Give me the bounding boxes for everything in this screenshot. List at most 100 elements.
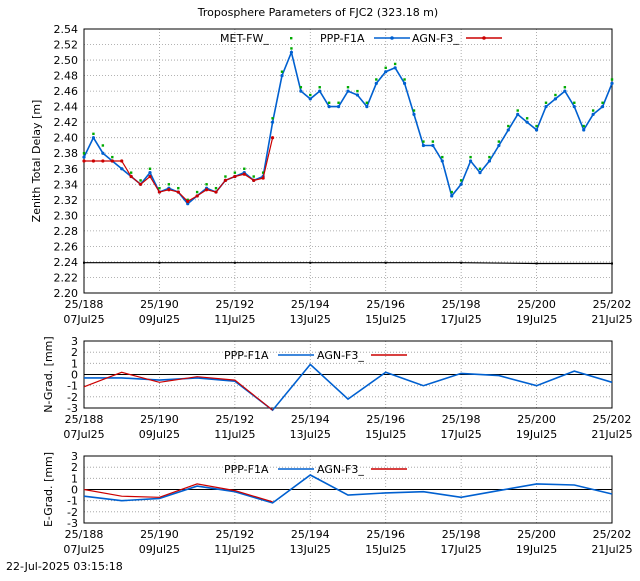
met-point [243, 167, 246, 170]
plot-frame [83, 340, 613, 409]
met-point [148, 167, 152, 170]
met-point [195, 190, 199, 194]
x-tick-label-date: 21Jul25 [591, 313, 632, 326]
met-point [346, 86, 350, 89]
ppp-f1a-point [516, 112, 520, 117]
x-tick-label-doy: 25/196 [366, 298, 405, 311]
y-tick-label: 2.54 [54, 23, 79, 36]
x-tick-label-doy: 25/188 [65, 413, 104, 426]
y-tick-label: 2.50 [54, 54, 79, 67]
plot-frame [83, 28, 613, 294]
x-tick-label-doy: 25/198 [442, 298, 481, 311]
met-point [384, 66, 387, 70]
y-tick-label: 2.44 [54, 101, 79, 114]
met-point [214, 186, 218, 190]
agn-f3-point [270, 136, 275, 140]
x-tick-label-doy: 25/192 [216, 413, 255, 426]
y-tick-label: 0 [71, 484, 78, 497]
ppp-f1a-point [318, 89, 322, 93]
y-tick-label: 1 [71, 472, 78, 485]
x-tick-label-date: 13Jul25 [290, 313, 331, 326]
agn-f3-point [223, 178, 228, 183]
met-point [610, 78, 614, 81]
x-tick-label-date: 15Jul25 [365, 313, 406, 326]
met-point [82, 152, 86, 155]
legend-label: PPP-F1A [320, 32, 365, 45]
ppp-f1a-point [120, 167, 124, 171]
legend-swatch [290, 37, 293, 40]
ppp-f1a-point [553, 97, 558, 101]
met-point [129, 171, 133, 174]
y-tick-label: 2.46 [54, 85, 79, 98]
ppp-f1a-point [365, 105, 369, 109]
ppp-f1a-point [308, 97, 312, 101]
ppp-f1a-point [468, 159, 473, 163]
y-tick-label: 3 [71, 335, 78, 348]
x-tick-label-doy: 25/200 [517, 528, 556, 541]
agn-f3-point [242, 172, 246, 176]
met-point [507, 124, 510, 128]
x-tick-label-doy: 25/192 [216, 528, 255, 541]
met-point [450, 190, 453, 194]
ppp-f1a-point [374, 81, 378, 85]
met-point [422, 140, 425, 143]
ppp-f1a-point [431, 143, 435, 148]
agn-f3-point [82, 159, 86, 163]
x-tick-label-doy: 25/202 [593, 298, 632, 311]
ppp-f1a-point [450, 194, 454, 198]
y-tick-label: 3 [71, 450, 78, 463]
legend-label: AGN-F3_ [317, 463, 364, 476]
ppp-f1a-point [459, 182, 463, 186]
y-tick-label: 2.42 [54, 116, 79, 129]
y-tick-label: -1 [67, 380, 78, 393]
ppp-f1a-point [289, 50, 294, 54]
met-point [478, 167, 482, 170]
x-tick-label-date: 15Jul25 [365, 543, 406, 556]
ppp-f1a-point [534, 128, 539, 132]
met-point [167, 183, 171, 186]
timestamp: 22-Jul-2025 03:15:18 [6, 560, 123, 573]
y-tick-label: 1 [71, 357, 78, 370]
x-tick-label-date: 09Jul25 [139, 428, 180, 441]
agn-f3-point [157, 190, 162, 194]
met-point [601, 101, 604, 104]
agn-f3-line [83, 371, 273, 411]
ppp-f1a-point [582, 128, 586, 132]
ppp-f1a-point [336, 105, 341, 109]
agn-f3-point [101, 159, 105, 163]
y-tick-label: 2.40 [54, 132, 79, 145]
legend-label: AGN-F3_ [412, 32, 459, 45]
agn-f3-point [120, 159, 124, 163]
agn-f3-point [148, 174, 152, 179]
x-tick-label-date: 11Jul25 [214, 428, 255, 441]
met-point [356, 89, 359, 93]
ppp-f1a-point [610, 81, 614, 85]
agn-f3-point [261, 176, 265, 180]
legend-label: PPP-F1A [224, 463, 269, 476]
ppp-f1a-point [487, 159, 492, 163]
y-tick-label: 2.30 [54, 209, 79, 222]
baseline-point [384, 261, 387, 264]
met-point [431, 140, 435, 143]
met-point [544, 101, 548, 104]
x-tick-label-doy: 25/196 [366, 413, 405, 426]
agn-f3-point [195, 194, 199, 198]
met-point [441, 155, 444, 159]
chart-title: Troposphere Parameters of FJC2 (323.18 m… [197, 6, 438, 19]
legend-label: AGN-F3_ [317, 349, 364, 362]
ppp-f1a-line [84, 363, 613, 412]
ppp-f1a-point [572, 105, 576, 109]
agn-f3-point [214, 190, 218, 194]
x-tick-label-date: 19Jul25 [516, 313, 557, 326]
y-tick-label: -2 [67, 506, 78, 519]
met-point [318, 86, 321, 89]
met-point [158, 186, 161, 190]
baseline-line [84, 262, 612, 265]
y-axis-label: Zenith Total Delay [m] [30, 100, 43, 223]
legend-swatch-marker [482, 36, 486, 40]
ppp-f1a-point [600, 105, 605, 109]
x-tick-label-date: 13Jul25 [290, 428, 331, 441]
ppp-f1a-point [591, 112, 595, 117]
met-point [497, 140, 501, 143]
